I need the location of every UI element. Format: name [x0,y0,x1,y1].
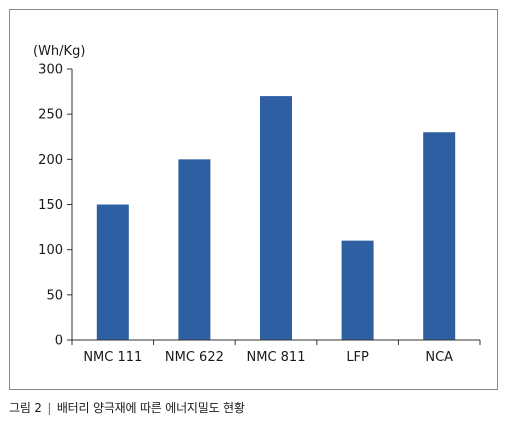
caption-text: 배터리 양극재에 따른 에너지밀도 현황 [56,401,245,415]
chart-frame: (Wh/Kg) 0 50 100 150 200 250 300 NMC 111 NMC 62… [9,9,498,390]
caption-separator: | [47,401,52,415]
bar [96,204,129,340]
figure-caption: 그림 2 | 배터리 양극재에 따른 에너지밀도 현황 [9,399,245,416]
x-tick-label: NMC 811 [247,350,306,365]
bar-chart: (Wh/Kg) 0 50 100 150 200 250 300 NMC 111 NMC 62… [33,44,481,365]
bar [423,132,456,340]
y-tick-label: 150 [38,198,63,213]
y-tick-label: 250 [38,108,63,123]
y-tick-label: 0 [55,334,63,349]
x-tick-label: NMC 622 [165,350,224,365]
y-axis: 0 50 100 150 200 250 300 [38,63,73,349]
y-tick-label: 200 [38,153,63,168]
x-tick-label: LFP [346,350,369,365]
x-axis: NMC 111 NMC 622 NMC 811 LFP NCA [71,339,481,365]
y-axis-unit-label: (Wh/Kg) [33,44,85,59]
bars [96,96,456,340]
bar [341,240,374,340]
y-tick-label: 50 [46,288,63,303]
x-tick-label: NMC 111 [83,350,142,365]
y-tick-label: 100 [38,243,63,258]
y-tick-label: 300 [38,63,63,78]
x-tick-label: NCA [425,350,453,365]
bar [260,96,292,340]
figure-label: 그림 2 [9,401,42,415]
bar [178,159,211,340]
